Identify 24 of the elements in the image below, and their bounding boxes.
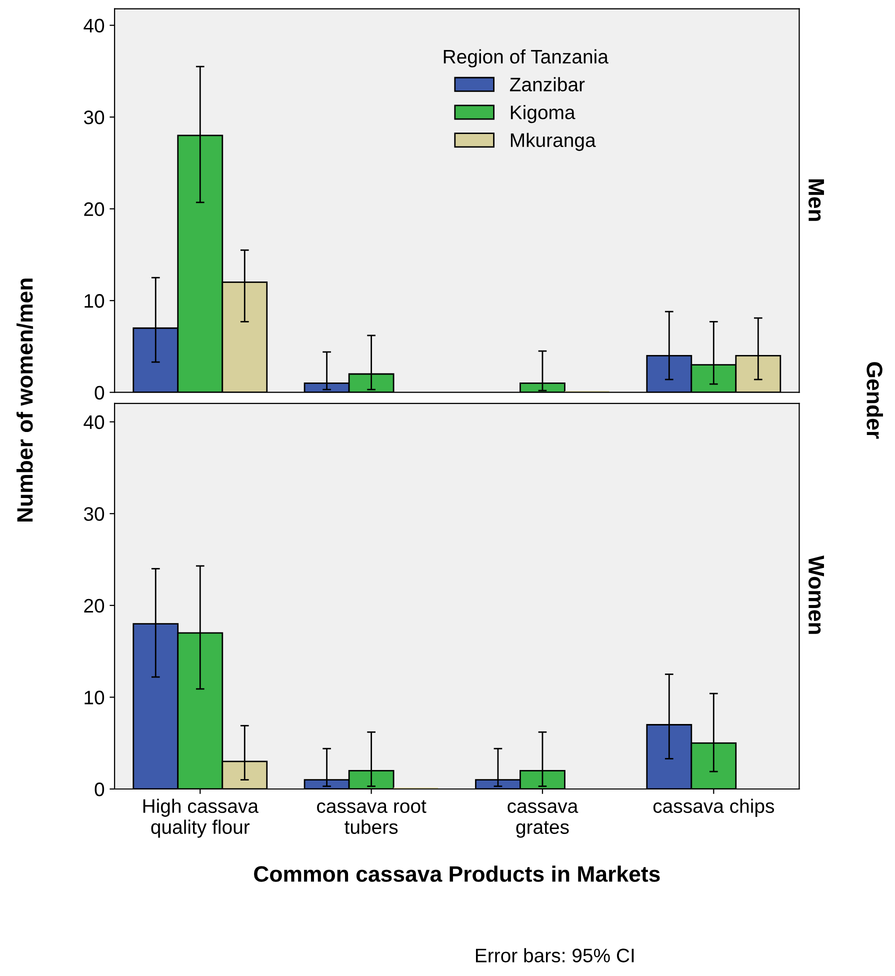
text: Women [808,555,824,634]
y-tick-label: 40 [84,415,104,430]
legend-label: Mkuranga [510,132,596,151]
text: Men [808,179,824,221]
y-tick-label: 20 [84,202,104,216]
legend-label: Kigoma [510,104,576,124]
y-tick-label: 30 [84,507,104,521]
y-tick-label: 30 [84,110,104,124]
x-tick-label: High cassava quality flour [143,798,259,838]
text: Gender [866,362,883,439]
x-tick-label: cassava root tubers [317,800,426,834]
y-tick-label: 10 [84,690,104,704]
legend-title: Region of Tanzania [444,49,608,68]
x-tick-label: cassava chips [653,798,774,817]
x-tick-label: cassava grates [508,802,578,838]
y-tick-label: 10 [84,294,104,308]
y-tick-label: 0 [94,386,104,400]
y-tick-label: 0 [94,782,104,796]
legend-label: Zanzibar [510,77,585,92]
y-tick-label: 20 [84,598,104,613]
text: Error bars: 95% CI [476,948,634,962]
y-axis-title: Number of women/men [16,278,34,522]
y-tick-label: 40 [84,18,104,33]
x-axis-title: Common cassava Products in Markets [254,866,660,882]
